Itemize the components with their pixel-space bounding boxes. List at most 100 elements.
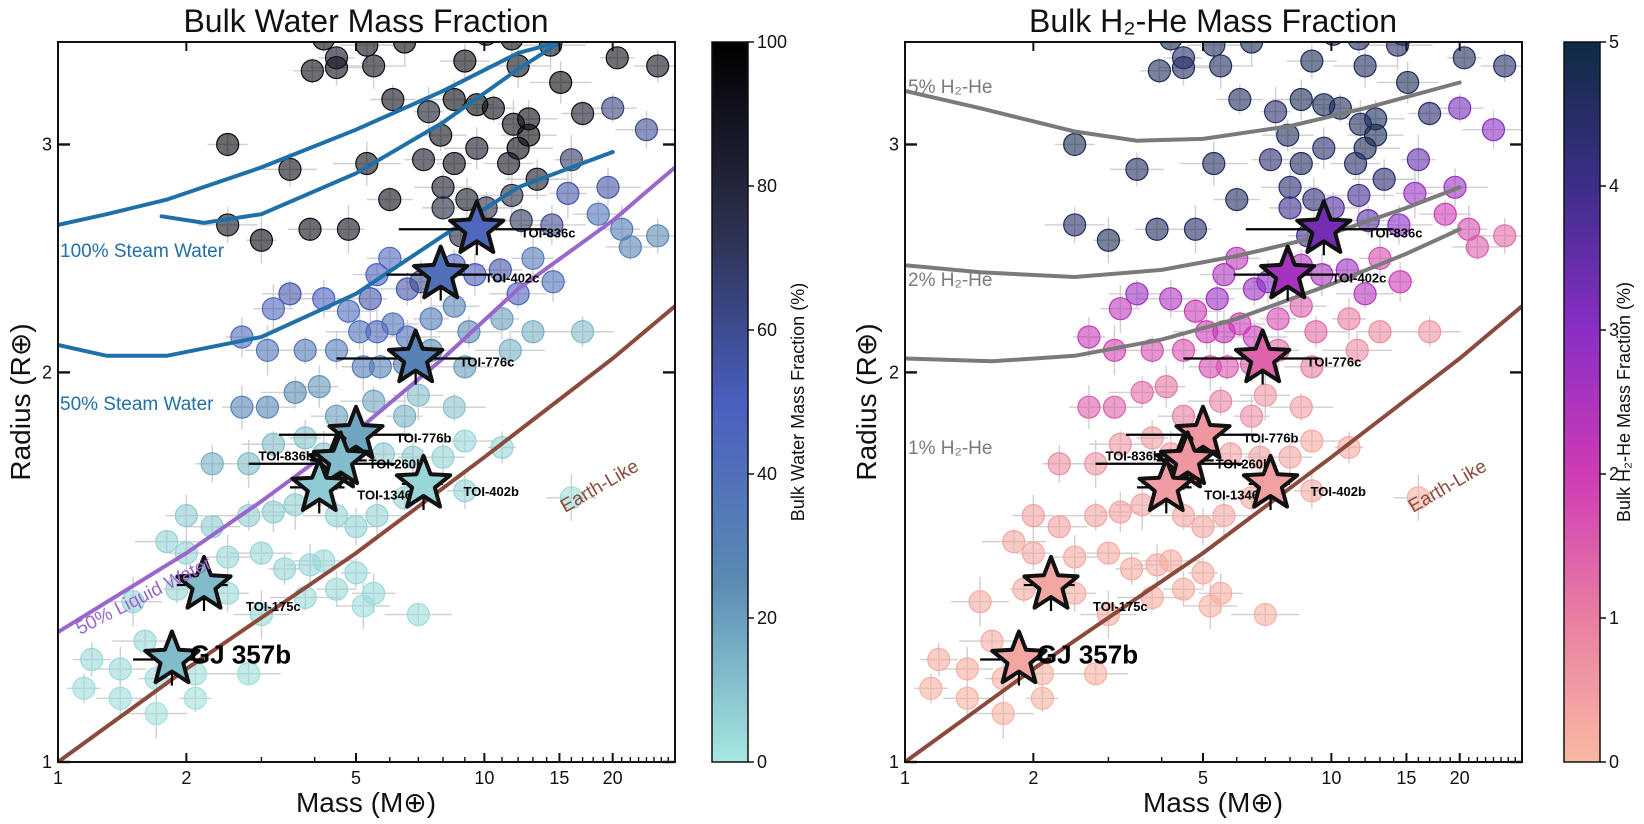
planet-point	[1198, 594, 1222, 618]
planet-point	[1344, 151, 1368, 176]
curve-label: 1% H₂-He	[908, 438, 992, 459]
planet-point	[1202, 151, 1226, 176]
planet-point	[646, 54, 670, 78]
composition-curves	[905, 80, 1522, 762]
planet-point	[442, 151, 466, 176]
planet-label: TOI-260b	[1216, 456, 1271, 471]
planet-point	[174, 504, 198, 528]
planet-point	[1253, 383, 1277, 407]
planet-point	[381, 312, 405, 336]
planet-point	[541, 270, 565, 294]
model-curve	[159, 42, 565, 225]
planet-point	[324, 46, 349, 70]
planet-point	[1145, 217, 1169, 241]
planet-point	[1239, 404, 1264, 428]
planet-point	[1171, 504, 1196, 528]
planet-label: TOI-836c	[1368, 225, 1423, 240]
planet-point	[1183, 217, 1208, 241]
planet-point	[521, 246, 545, 270]
model-curve	[905, 304, 1522, 762]
planet-point	[1159, 549, 1183, 573]
y-axis-label: Radius (R⊕)	[851, 323, 882, 480]
planet-label: TOI-776b	[1243, 431, 1298, 446]
highlighted-planet-star	[412, 244, 470, 300]
colorbar-tick-label: 20	[757, 608, 777, 628]
planet-label: TOI-260b	[369, 456, 424, 471]
x-tick-label: 2	[1028, 768, 1038, 788]
planet-point	[1215, 355, 1239, 379]
planet-point	[216, 132, 240, 157]
planet-point	[500, 42, 524, 51]
colorbar-tick-label: 60	[757, 320, 777, 340]
planet-point	[1108, 500, 1132, 524]
planet-point	[1125, 157, 1149, 181]
planet-point	[556, 181, 580, 205]
planet-point	[312, 549, 336, 573]
planet-point	[261, 432, 285, 456]
planet-point	[324, 338, 349, 362]
planet-point	[1418, 320, 1442, 344]
planet-point	[298, 217, 322, 241]
planet-point	[506, 282, 530, 306]
planet-point	[481, 96, 505, 120]
planet-point	[1300, 429, 1324, 453]
planet-label: TOI-402c	[1332, 271, 1387, 286]
colorbar-tick-label: 100	[757, 32, 787, 52]
planet-point	[1140, 426, 1164, 450]
planet-point	[155, 530, 179, 554]
planet-point	[1108, 297, 1132, 321]
planet-point	[300, 59, 324, 83]
planet-label: TOI-776b	[396, 431, 451, 446]
planet-point	[1209, 54, 1233, 78]
curve-label: 2% H₂-He	[908, 270, 992, 291]
planet-point	[278, 157, 302, 181]
planet-point	[1209, 389, 1233, 413]
planet-point	[1263, 100, 1288, 124]
planet-point	[1205, 287, 1229, 311]
planet-point	[596, 175, 620, 199]
planet-point	[634, 118, 659, 142]
planet-label: TOI-776c	[460, 355, 515, 370]
planet-point	[1452, 46, 1476, 70]
planet-point	[416, 100, 441, 124]
background-planets	[919, 42, 1517, 726]
planet-point	[344, 515, 368, 539]
planet-point	[605, 46, 629, 70]
planet-point	[368, 355, 392, 379]
x-tick-label: 15	[1396, 768, 1416, 788]
planet-point	[586, 202, 610, 226]
y-tick-label: 1	[889, 752, 899, 772]
planet-point	[1353, 54, 1377, 78]
planet-point	[358, 287, 382, 311]
planet-point	[365, 504, 389, 528]
planet-point	[1345, 338, 1369, 362]
planet-point	[324, 577, 349, 601]
colorbar-tick-label: 0	[1609, 752, 1619, 772]
planet-point	[1063, 545, 1087, 569]
planet-point	[1125, 282, 1149, 306]
y-tick-label: 2	[889, 362, 899, 382]
planet-point	[1278, 175, 1302, 199]
planet-point	[261, 500, 285, 524]
planet-point	[431, 196, 455, 220]
planet-point	[1119, 557, 1144, 581]
model-curve	[58, 42, 562, 227]
x-axis-label: Mass (M⊕)	[1143, 787, 1283, 818]
planet-point	[72, 676, 96, 700]
planet-point	[571, 320, 595, 344]
planet-point	[465, 136, 489, 160]
highlighted-planet-star	[448, 199, 506, 254]
planet-point	[498, 338, 522, 362]
planet-point	[540, 213, 564, 237]
planet-point	[1258, 148, 1283, 172]
planet-point	[1130, 380, 1154, 405]
planet-point	[919, 676, 943, 700]
planet-point	[1171, 577, 1196, 601]
planet-point	[1228, 87, 1252, 112]
planet-point	[381, 87, 405, 112]
planet-point	[144, 701, 168, 726]
highlighted-planet-star	[1137, 457, 1195, 512]
model-curve	[905, 80, 1462, 143]
highlighted-planet-star	[990, 629, 1048, 685]
h2he-fraction-panel: Bulk H₂-He Mass Fraction TOI-836c TOI-402…	[851, 3, 1634, 818]
